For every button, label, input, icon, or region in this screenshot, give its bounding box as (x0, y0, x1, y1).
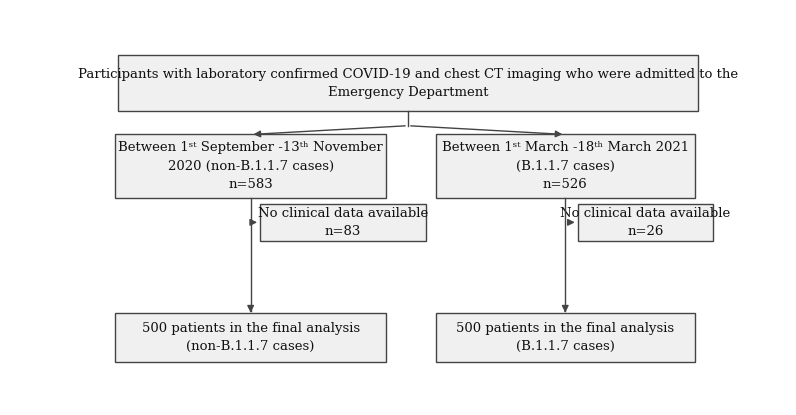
Text: 500 patients in the final analysis
(non-B.1.1.7 cases): 500 patients in the final analysis (non-… (142, 322, 360, 353)
FancyBboxPatch shape (118, 55, 698, 111)
Text: No clinical data available
n=83: No clinical data available n=83 (258, 207, 428, 238)
Text: No clinical data available
n=26: No clinical data available n=26 (560, 207, 731, 238)
FancyBboxPatch shape (115, 134, 386, 198)
Text: 500 patients in the final analysis
(B.1.1.7 cases): 500 patients in the final analysis (B.1.… (456, 322, 674, 353)
FancyBboxPatch shape (578, 204, 713, 241)
FancyBboxPatch shape (435, 134, 695, 198)
Text: Between 1ˢᵗ March -18ᵗʰ March 2021
(B.1.1.7 cases)
n=526: Between 1ˢᵗ March -18ᵗʰ March 2021 (B.1.… (442, 142, 689, 191)
FancyBboxPatch shape (115, 312, 386, 362)
FancyBboxPatch shape (435, 312, 695, 362)
FancyBboxPatch shape (259, 204, 427, 241)
Text: Participants with laboratory confirmed COVID-19 and chest CT imaging who were ad: Participants with laboratory confirmed C… (78, 68, 738, 99)
Text: Between 1ˢᵗ September -13ᵗʰ November
2020 (non-B.1.1.7 cases)
n=583: Between 1ˢᵗ September -13ᵗʰ November 202… (119, 142, 383, 191)
